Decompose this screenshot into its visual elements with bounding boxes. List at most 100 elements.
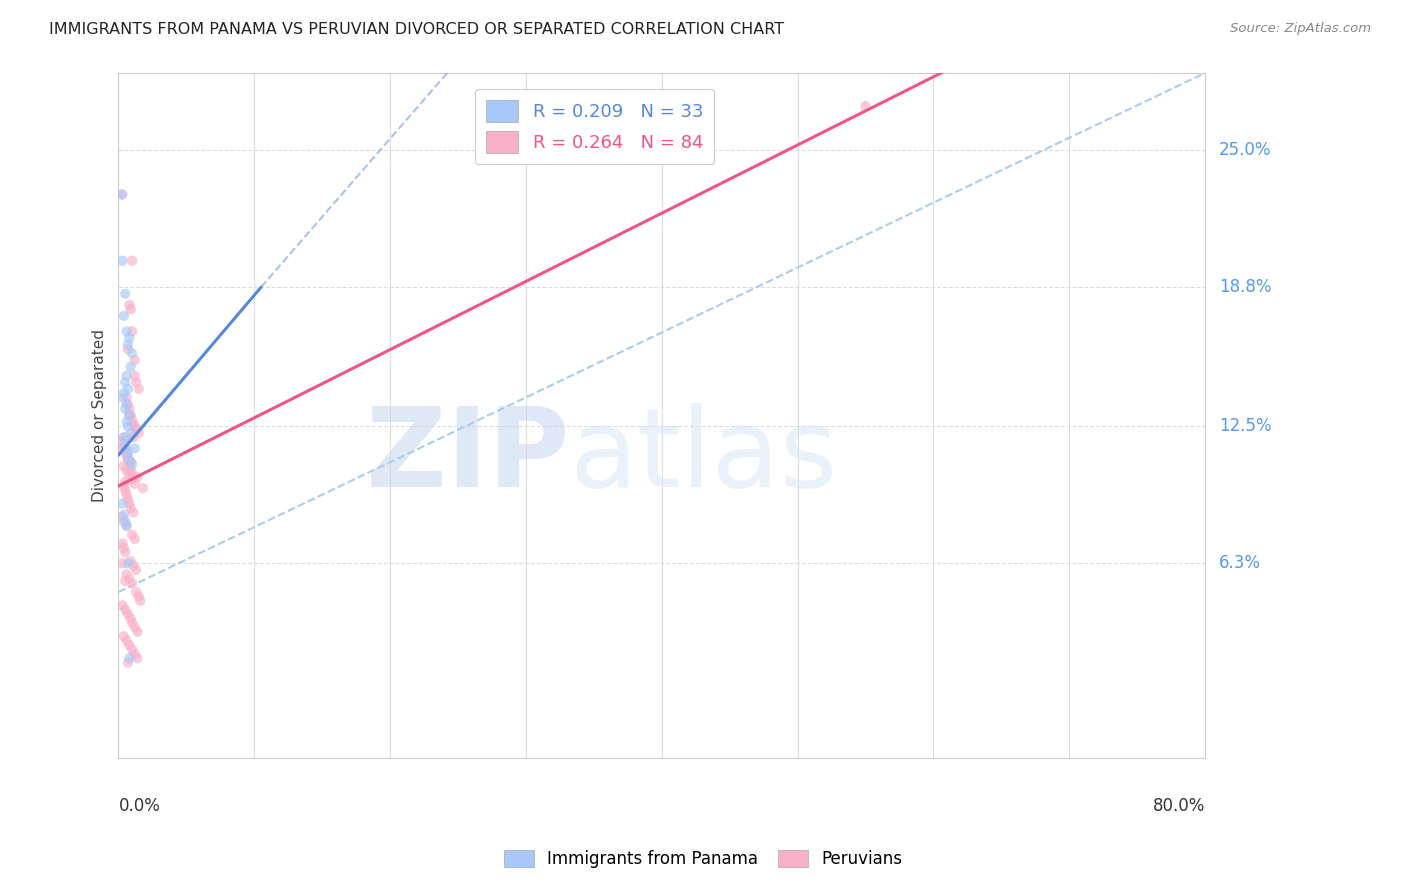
- Point: [112, 514, 135, 528]
- Point: [125, 375, 148, 389]
- Point: [122, 558, 145, 573]
- Point: [127, 651, 149, 665]
- Point: [114, 286, 136, 301]
- Point: [121, 615, 143, 630]
- Point: [127, 470, 149, 484]
- Point: [122, 506, 145, 520]
- Text: 0.0%: 0.0%: [118, 797, 160, 814]
- Point: [111, 510, 134, 524]
- Point: [112, 309, 135, 323]
- Point: [127, 624, 149, 639]
- Point: [117, 557, 139, 571]
- Point: [118, 457, 141, 471]
- Point: [117, 656, 139, 670]
- Point: [124, 532, 146, 546]
- Text: 12.5%: 12.5%: [1219, 417, 1271, 435]
- Point: [120, 409, 142, 423]
- Point: [117, 397, 139, 411]
- Legend: R = 0.209   N = 33, R = 0.264   N = 84: R = 0.209 N = 33, R = 0.264 N = 84: [475, 89, 714, 163]
- Point: [120, 611, 142, 625]
- Point: [112, 430, 135, 444]
- Point: [115, 325, 138, 339]
- Point: [124, 620, 146, 634]
- Point: [117, 342, 139, 356]
- Point: [115, 368, 138, 383]
- Point: [118, 638, 141, 652]
- Text: 25.0%: 25.0%: [1219, 141, 1271, 160]
- Point: [117, 337, 139, 351]
- Point: [120, 554, 142, 568]
- Point: [118, 409, 141, 423]
- Point: [115, 442, 138, 456]
- Point: [124, 442, 146, 456]
- Point: [118, 452, 141, 467]
- Point: [111, 536, 134, 550]
- Point: [112, 430, 135, 444]
- Point: [118, 572, 141, 586]
- Point: [114, 483, 136, 498]
- Point: [112, 439, 135, 453]
- Point: [121, 466, 143, 480]
- Point: [115, 448, 138, 462]
- Point: [121, 642, 143, 657]
- Point: [112, 508, 135, 522]
- Point: [120, 425, 142, 440]
- Point: [118, 409, 141, 423]
- Text: ZIP: ZIP: [366, 403, 569, 510]
- Point: [115, 464, 138, 478]
- Point: [110, 187, 132, 202]
- Point: [120, 455, 142, 469]
- Point: [122, 430, 145, 444]
- Point: [120, 359, 142, 374]
- Point: [118, 467, 141, 482]
- Point: [117, 452, 139, 467]
- Point: [112, 459, 135, 474]
- Point: [117, 382, 139, 396]
- Point: [111, 434, 134, 449]
- Point: [118, 651, 141, 665]
- Point: [115, 567, 138, 582]
- Point: [112, 541, 135, 555]
- Point: [114, 603, 136, 617]
- Text: Source: ZipAtlas.com: Source: ZipAtlas.com: [1230, 22, 1371, 36]
- Text: 18.8%: 18.8%: [1219, 278, 1271, 296]
- Point: [121, 253, 143, 268]
- Point: [121, 576, 143, 591]
- Point: [111, 253, 134, 268]
- Point: [117, 450, 139, 465]
- Point: [114, 514, 136, 528]
- Point: [118, 401, 141, 416]
- Point: [120, 302, 142, 317]
- Point: [118, 497, 141, 511]
- Point: [114, 475, 136, 489]
- Point: [115, 397, 138, 411]
- Point: [117, 419, 139, 434]
- Point: [124, 647, 146, 661]
- Point: [125, 563, 148, 577]
- Point: [114, 545, 136, 559]
- Point: [112, 479, 135, 493]
- Text: 80.0%: 80.0%: [1153, 797, 1205, 814]
- Text: 6.3%: 6.3%: [1219, 554, 1261, 573]
- Point: [120, 501, 142, 516]
- Point: [115, 415, 138, 429]
- Point: [124, 476, 146, 491]
- Y-axis label: Divorced or Separated: Divorced or Separated: [93, 329, 107, 502]
- Point: [124, 353, 146, 368]
- Point: [117, 430, 139, 444]
- Point: [111, 599, 134, 613]
- Point: [118, 298, 141, 312]
- Point: [121, 472, 143, 486]
- Point: [111, 442, 134, 456]
- Point: [114, 375, 136, 389]
- Point: [121, 527, 143, 541]
- Point: [115, 488, 138, 502]
- Point: [124, 368, 146, 383]
- Point: [117, 492, 139, 507]
- Point: [112, 386, 135, 401]
- Point: [125, 585, 148, 599]
- Point: [111, 557, 134, 571]
- Point: [855, 99, 877, 113]
- Point: [121, 346, 143, 360]
- Point: [128, 425, 150, 440]
